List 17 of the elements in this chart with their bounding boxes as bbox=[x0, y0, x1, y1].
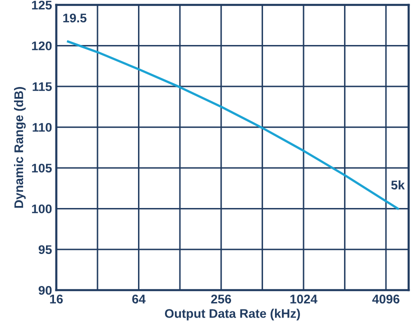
y-tick-label: 120 bbox=[32, 41, 52, 50]
x-axis-title: Output Data Rate (kHz) bbox=[164, 308, 300, 320]
y-tick-label: 115 bbox=[32, 82, 52, 92]
x-tick-label: 16 bbox=[50, 294, 63, 304]
y-axis-title: Dynamic Range (dB) bbox=[14, 87, 26, 208]
annotation: 5k bbox=[391, 180, 405, 190]
x-tick-label: 1024 bbox=[290, 294, 318, 304]
y-tick-label: 95 bbox=[38, 245, 52, 254]
y-tick-label: 90 bbox=[38, 286, 52, 295]
y-tick-label: 125 bbox=[32, 0, 52, 10]
y-tick-label: 110 bbox=[32, 122, 52, 132]
y-tick-label: 100 bbox=[32, 204, 52, 214]
x-tick-label: 64 bbox=[132, 294, 146, 304]
y-tick-label: 105 bbox=[32, 164, 52, 173]
x-tick-label: 256 bbox=[211, 294, 232, 304]
x-tick-label: 4096 bbox=[372, 294, 400, 304]
annotation: 19.5 bbox=[63, 14, 86, 22]
